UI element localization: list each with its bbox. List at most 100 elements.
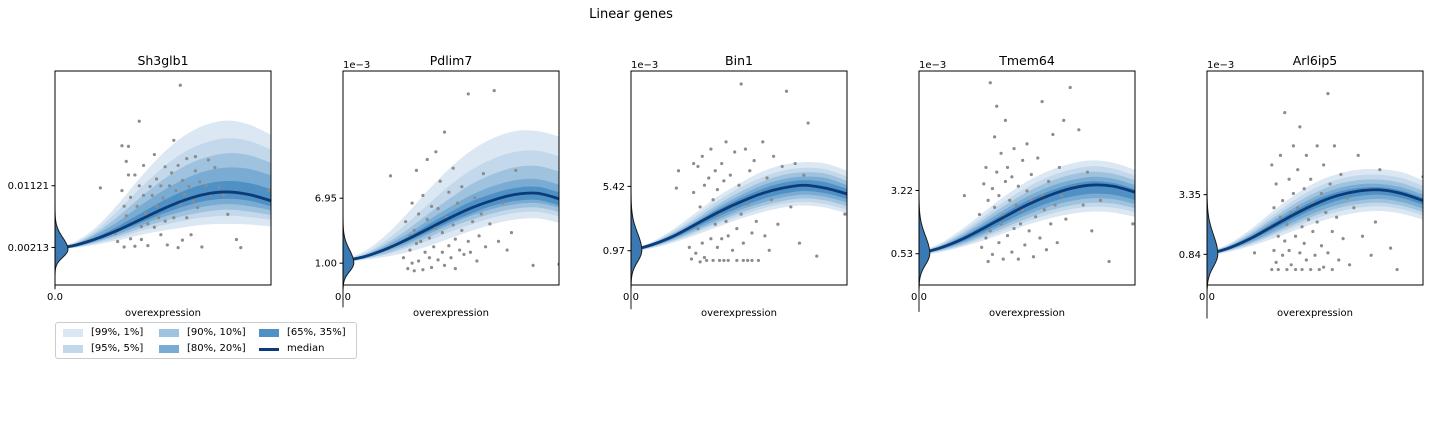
x-tick-label: 0.0 bbox=[1199, 292, 1215, 303]
data-point bbox=[163, 165, 167, 169]
data-point bbox=[1274, 260, 1278, 265]
data-point bbox=[501, 201, 505, 205]
data-point bbox=[1036, 156, 1040, 160]
data-point bbox=[150, 193, 154, 197]
data-point bbox=[1021, 158, 1025, 162]
x-tick-label: 0.0 bbox=[335, 292, 351, 303]
data-point bbox=[674, 186, 678, 190]
data-point bbox=[1047, 179, 1051, 184]
data-point bbox=[462, 252, 466, 257]
data-point bbox=[451, 166, 455, 170]
data-point bbox=[1012, 226, 1016, 231]
panel-3: 3.22 0.53 0.0 overexpression Tmem64 1e−3 bbox=[891, 53, 1136, 319]
data-point bbox=[1285, 222, 1289, 226]
median-line bbox=[919, 183, 1135, 256]
data-point bbox=[1098, 198, 1103, 202]
data-point bbox=[687, 245, 691, 250]
panel-2: 5.42 0.97 0.0 overexpression Bin1 1e−3 bbox=[603, 53, 848, 319]
data-point bbox=[401, 256, 406, 260]
data-point bbox=[999, 222, 1003, 226]
data-point bbox=[1304, 258, 1308, 262]
data-point bbox=[1005, 234, 1010, 238]
data-point bbox=[135, 204, 139, 208]
data-point bbox=[453, 237, 457, 241]
data-point bbox=[141, 193, 146, 197]
legend-label-q65: [65%, 35%] bbox=[287, 327, 346, 338]
data-point bbox=[191, 199, 195, 204]
axes-frame bbox=[342, 70, 560, 286]
data-point bbox=[676, 169, 681, 173]
y-tick-label: 1.00 bbox=[315, 259, 337, 270]
data-point bbox=[455, 201, 460, 205]
panel-0: 0.01121 0.00213 0.0 overexpression Sh3glb1 bbox=[8, 53, 272, 319]
data-point bbox=[1322, 265, 1326, 269]
data-point bbox=[436, 206, 440, 211]
data-point bbox=[440, 250, 444, 254]
data-point bbox=[689, 257, 694, 261]
legend: [99%, 1%] [95%, 5%] [90%, 10%] [80%, 20%… bbox=[55, 322, 357, 359]
data-point bbox=[159, 184, 163, 188]
axes-frame bbox=[630, 70, 848, 286]
data-point bbox=[984, 236, 988, 240]
data-point bbox=[178, 83, 182, 87]
data-point bbox=[1304, 153, 1308, 158]
legend-label-q99: [99%, 1%] bbox=[91, 327, 144, 338]
data-point bbox=[412, 269, 416, 273]
data-point bbox=[412, 228, 416, 233]
data-point bbox=[159, 233, 163, 237]
panel-title: Bin1 bbox=[725, 53, 753, 68]
data-point bbox=[195, 205, 200, 210]
data-point bbox=[475, 259, 479, 263]
data-point bbox=[477, 234, 481, 238]
data-point bbox=[750, 258, 754, 263]
legend-swatch-q80 bbox=[159, 345, 179, 353]
data-point bbox=[1034, 215, 1038, 219]
data-point bbox=[1341, 237, 1345, 241]
data-point bbox=[449, 256, 453, 260]
data-point bbox=[711, 198, 715, 202]
data-point bbox=[1049, 222, 1053, 226]
data-point bbox=[1319, 191, 1324, 196]
y-tick-label: 6.95 bbox=[315, 194, 337, 205]
data-point bbox=[98, 186, 102, 190]
data-point bbox=[481, 172, 485, 176]
data-point bbox=[116, 239, 120, 244]
data-point bbox=[726, 234, 730, 238]
data-point bbox=[1319, 244, 1324, 248]
data-point bbox=[728, 173, 732, 177]
data-point bbox=[702, 255, 707, 260]
data-point bbox=[1016, 184, 1020, 188]
data-point bbox=[414, 168, 419, 172]
data-point bbox=[692, 161, 696, 166]
data-point bbox=[193, 169, 197, 173]
data-point bbox=[1298, 251, 1302, 255]
data-point bbox=[458, 248, 462, 252]
data-point bbox=[167, 184, 172, 188]
data-point bbox=[442, 263, 447, 267]
data-point bbox=[144, 212, 148, 216]
data-point bbox=[226, 212, 230, 216]
data-point bbox=[1313, 253, 1317, 257]
data-point bbox=[1012, 147, 1016, 151]
data-point bbox=[234, 237, 239, 242]
data-point bbox=[141, 163, 146, 168]
data-point bbox=[1324, 210, 1328, 215]
data-point bbox=[432, 245, 436, 249]
data-point bbox=[1322, 163, 1326, 167]
median-line bbox=[631, 183, 847, 253]
data-point bbox=[466, 239, 470, 243]
data-point bbox=[126, 144, 131, 149]
data-point bbox=[709, 147, 713, 151]
data-point bbox=[1068, 85, 1072, 90]
x-axis-label: overexpression bbox=[1277, 308, 1353, 319]
panels: 0.01121 0.00213 0.0 overexpression Sh3glb1 6.… bbox=[8, 53, 1424, 319]
y-tick-label: 0.53 bbox=[891, 249, 913, 260]
data-point bbox=[726, 258, 730, 263]
data-point bbox=[217, 185, 221, 189]
data-point bbox=[417, 212, 421, 216]
data-point bbox=[1018, 222, 1023, 226]
data-point bbox=[410, 261, 414, 265]
legend-swatch-q95 bbox=[63, 345, 83, 353]
data-point bbox=[417, 259, 421, 263]
